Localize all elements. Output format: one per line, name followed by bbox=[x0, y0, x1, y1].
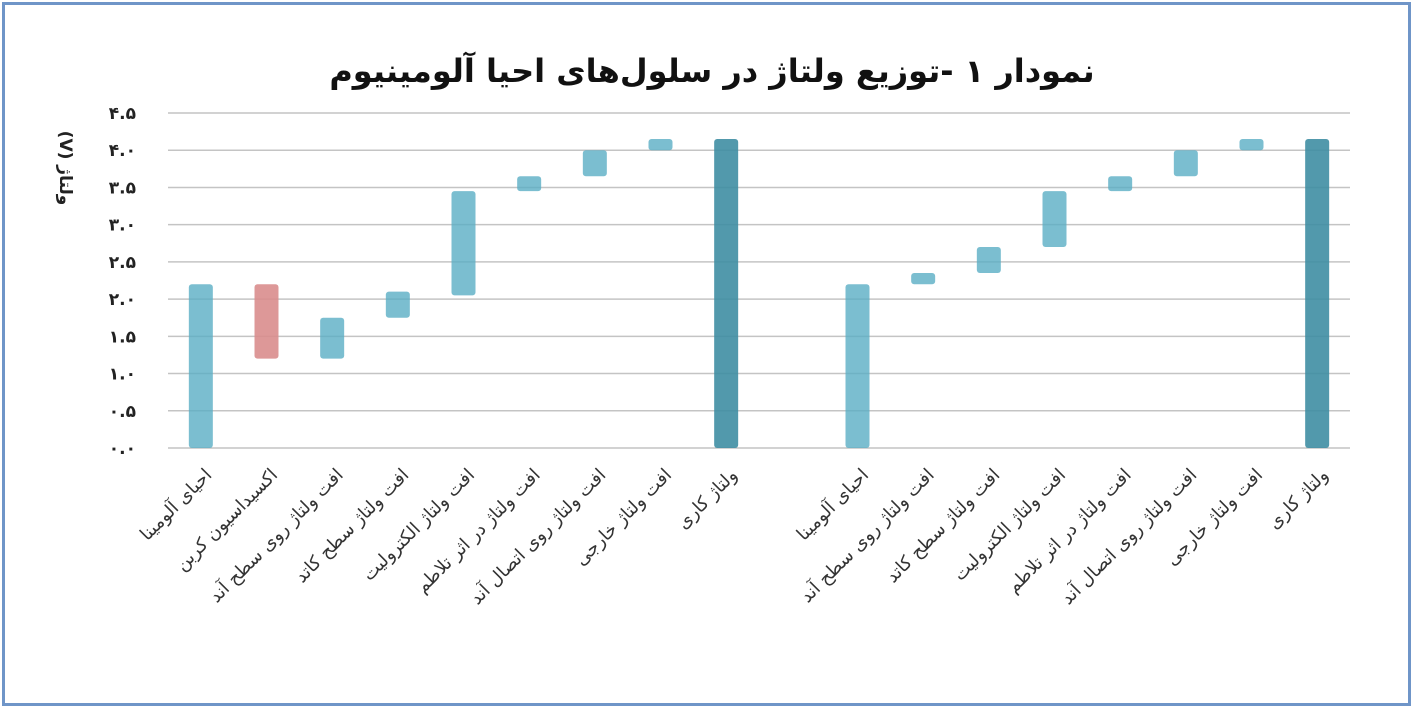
y-axis-label: ولتاژ (V) bbox=[55, 131, 75, 206]
x-tick-label: افت ولتاژ الکترولیت bbox=[949, 465, 1070, 586]
bar bbox=[1042, 191, 1067, 247]
y-tick-labels: ۰.۰ ۰.۵ ۱.۰ ۱.۵ ۲.۰ ۲.۵ ۳.۰ ۳.۵ ۴.۰ ۴.۵ bbox=[109, 104, 136, 459]
bar bbox=[911, 273, 936, 285]
y-tick-label: ۴.۵ bbox=[109, 104, 136, 124]
x-tick-label: ولتاژ کاری bbox=[1264, 465, 1333, 534]
bar bbox=[385, 291, 410, 318]
x-tick-label: ولتاژ کاری bbox=[673, 465, 742, 534]
x-tick-label: افت ولتاژ الکترولیت bbox=[358, 465, 479, 586]
y-tick-label: ۳.۵ bbox=[109, 178, 136, 198]
bar bbox=[1108, 176, 1133, 192]
y-tick-label: ۲.۰ bbox=[109, 290, 136, 310]
bar bbox=[714, 139, 739, 449]
bar bbox=[845, 284, 870, 448]
y-tick-label: ۳.۰ bbox=[109, 216, 136, 236]
bar bbox=[188, 284, 213, 448]
bar bbox=[1239, 139, 1264, 151]
gridlines bbox=[168, 112, 1350, 449]
bar bbox=[1305, 139, 1330, 449]
y-tick-label: ۲.۵ bbox=[109, 253, 136, 273]
y-tick-label: ۰.۵ bbox=[109, 402, 136, 422]
x-tick-label: افت ولتاژ در اثر تلاطم bbox=[412, 465, 545, 598]
bar bbox=[320, 317, 345, 359]
y-tick-label: ۴.۰ bbox=[109, 141, 136, 161]
y-tick-label: ۰.۰ bbox=[109, 439, 136, 459]
bar bbox=[254, 284, 279, 359]
y-tick-label: ۱.۵ bbox=[109, 327, 136, 347]
bar bbox=[451, 191, 476, 296]
bar bbox=[1173, 150, 1198, 177]
bar bbox=[582, 150, 607, 177]
x-tick-label: افت ولتاژ سطح کاتد bbox=[882, 465, 1004, 587]
bar bbox=[648, 139, 673, 151]
x-tick-label: افت ولتاژ سطح کاتد bbox=[291, 465, 413, 587]
bars bbox=[188, 139, 1330, 449]
y-tick-label: ۱.۰ bbox=[109, 365, 136, 385]
x-tick-label: افت ولتاژ در اثر تلاطم bbox=[1003, 465, 1136, 598]
bar bbox=[517, 176, 542, 192]
chart-title: نمودار ۱ -توزیع ولتاژ در سلول‌های احیا آ… bbox=[329, 51, 1094, 90]
bar bbox=[976, 247, 1001, 274]
